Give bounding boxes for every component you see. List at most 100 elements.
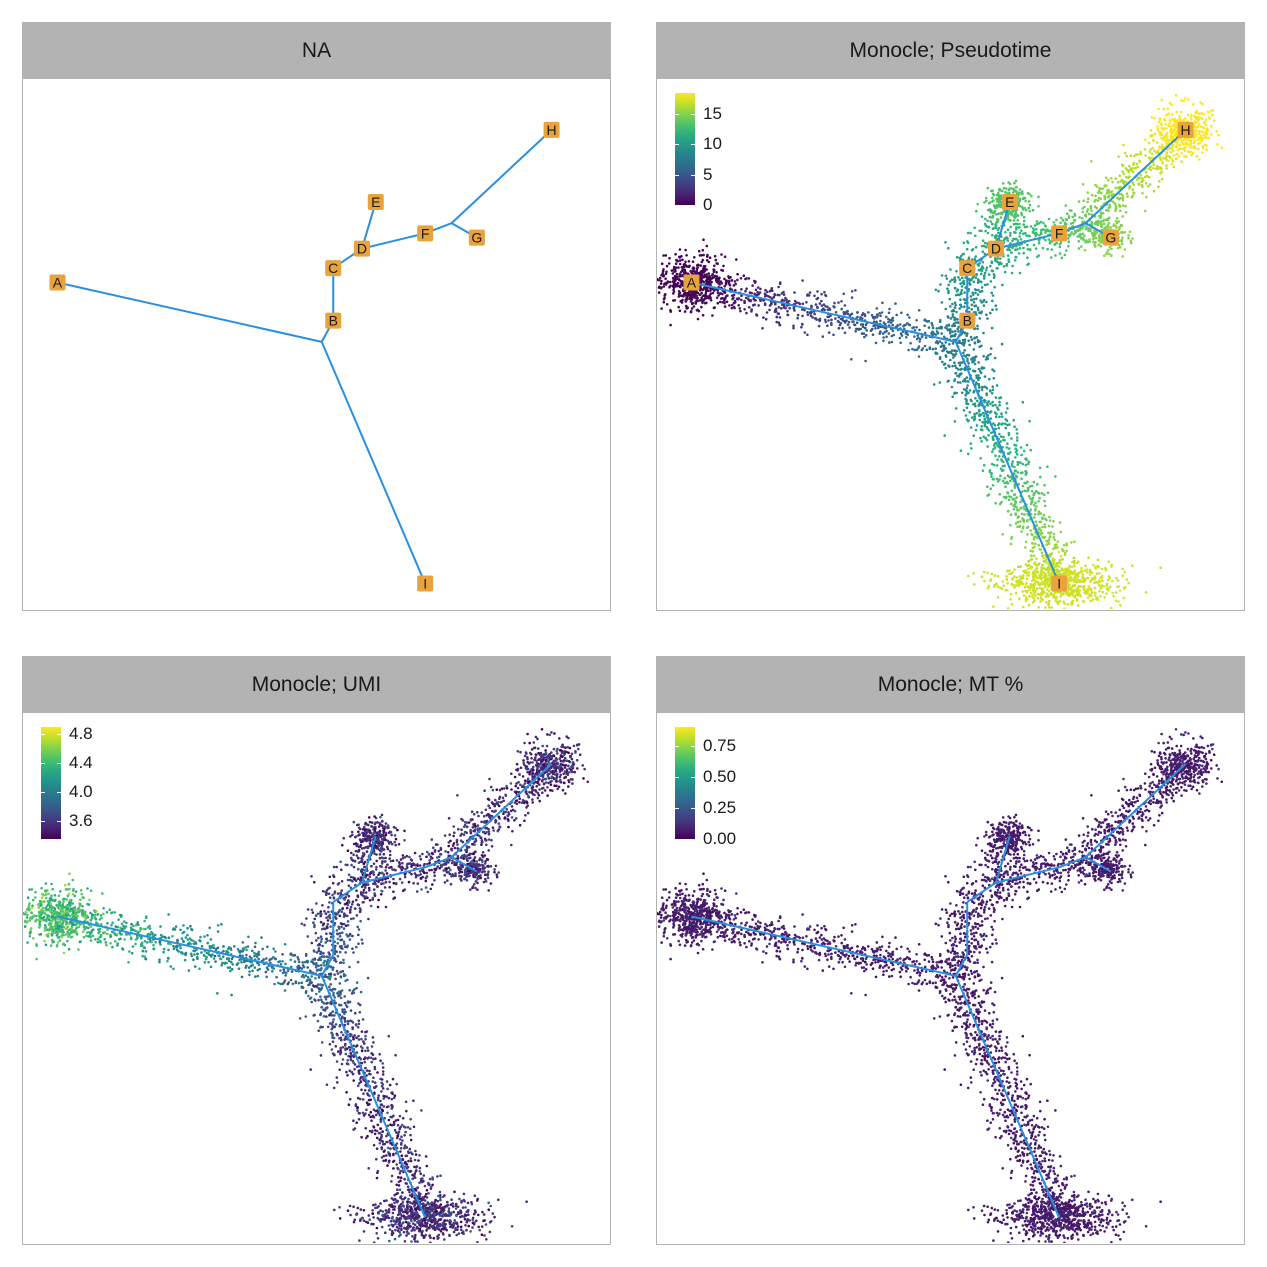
cell-point [1042,560,1046,563]
cell-point [1003,439,1006,442]
cell-point [991,385,995,389]
cell-point [251,963,254,967]
cell-point [690,293,694,296]
cell-point [980,215,984,218]
cell-point [924,336,928,339]
cell-point [1044,585,1047,589]
cell-point [1018,199,1022,203]
cell-point [697,249,701,253]
cell-point [1079,237,1083,240]
cell-point [1193,114,1196,118]
cell-point [220,964,223,967]
cell-point [274,950,277,953]
cell-point [1025,458,1028,462]
cell-point [1025,577,1029,581]
cell-point [682,265,686,269]
cell-point [971,248,975,251]
cell-point [1147,141,1151,145]
cell-point [778,281,782,284]
cell-point [1042,221,1045,225]
cell-point [966,332,969,335]
cell-point [959,303,962,307]
cell-point [705,301,708,305]
cell-point [1182,99,1185,103]
cell-point [975,374,978,377]
cell-point [1029,448,1032,452]
cell-point [1006,509,1010,513]
cell-point [1048,599,1051,603]
cell-point [956,288,960,291]
cell-point [978,280,981,283]
cell-point [1186,143,1190,147]
cell-point [1021,192,1024,195]
cell-point [211,953,214,956]
cell-point [814,317,818,320]
cell-point [102,912,105,916]
cell-point [1056,540,1060,543]
cell-point [1008,479,1012,483]
cell-point [1012,507,1016,511]
cell-point [1012,418,1015,422]
cell-point [736,272,739,276]
cell-point [708,256,712,259]
tree-edge-J2-H [450,129,553,224]
cell-point [809,310,812,314]
cell-point [967,574,970,578]
cell-point [1114,220,1118,223]
cell-point [1006,423,1009,427]
cell-point [1033,224,1037,227]
cell-point [1199,138,1202,141]
cell-point [246,945,250,948]
cell-point [950,349,954,352]
cell-point [864,359,867,363]
cell-point [1198,130,1202,133]
node-label-E: E [1001,193,1018,210]
cell-point [991,299,994,303]
cell-point [1083,205,1086,209]
cell-point [1002,495,1006,499]
cell-point [1157,107,1160,111]
cell-point [955,310,958,314]
cell-point [1096,220,1100,223]
cell-point [984,229,987,233]
cell-point [1004,187,1008,190]
cell-point [1150,116,1154,119]
cell-point [1043,224,1047,227]
cell-point [1025,225,1029,229]
cell-point [967,353,971,357]
cell-point [1091,598,1095,601]
cell-point [1050,248,1054,251]
cell-point [1117,600,1120,603]
cell-point [980,310,983,313]
cell-point [81,930,85,934]
cell-point [796,313,800,317]
node-label-A: A [49,274,66,291]
cell-point [1195,117,1199,120]
cell-point [229,960,233,964]
cell-point [1015,237,1018,241]
cell-point [948,280,952,283]
cell-point [1061,218,1065,222]
cell-point [1076,593,1079,596]
cell-point [1007,258,1010,261]
cell-point [748,306,751,309]
cell-point [999,216,1003,219]
cell-point [705,268,708,271]
cell-point [888,307,891,311]
cell-point [699,287,703,290]
cell-point [703,286,706,290]
cell-point [1087,212,1091,216]
cell-point [247,935,250,939]
cell-point [1064,204,1068,207]
cell-point [848,326,851,329]
cell-point [1015,244,1018,248]
cell-point [958,363,962,367]
cell-point [1048,567,1051,571]
cell-point [190,928,194,932]
node-label-E: E [367,193,384,210]
cell-point [963,305,966,308]
cell-point [913,329,917,332]
cell-point [927,326,931,329]
cell-point [792,306,796,310]
cell-point [317,964,320,968]
